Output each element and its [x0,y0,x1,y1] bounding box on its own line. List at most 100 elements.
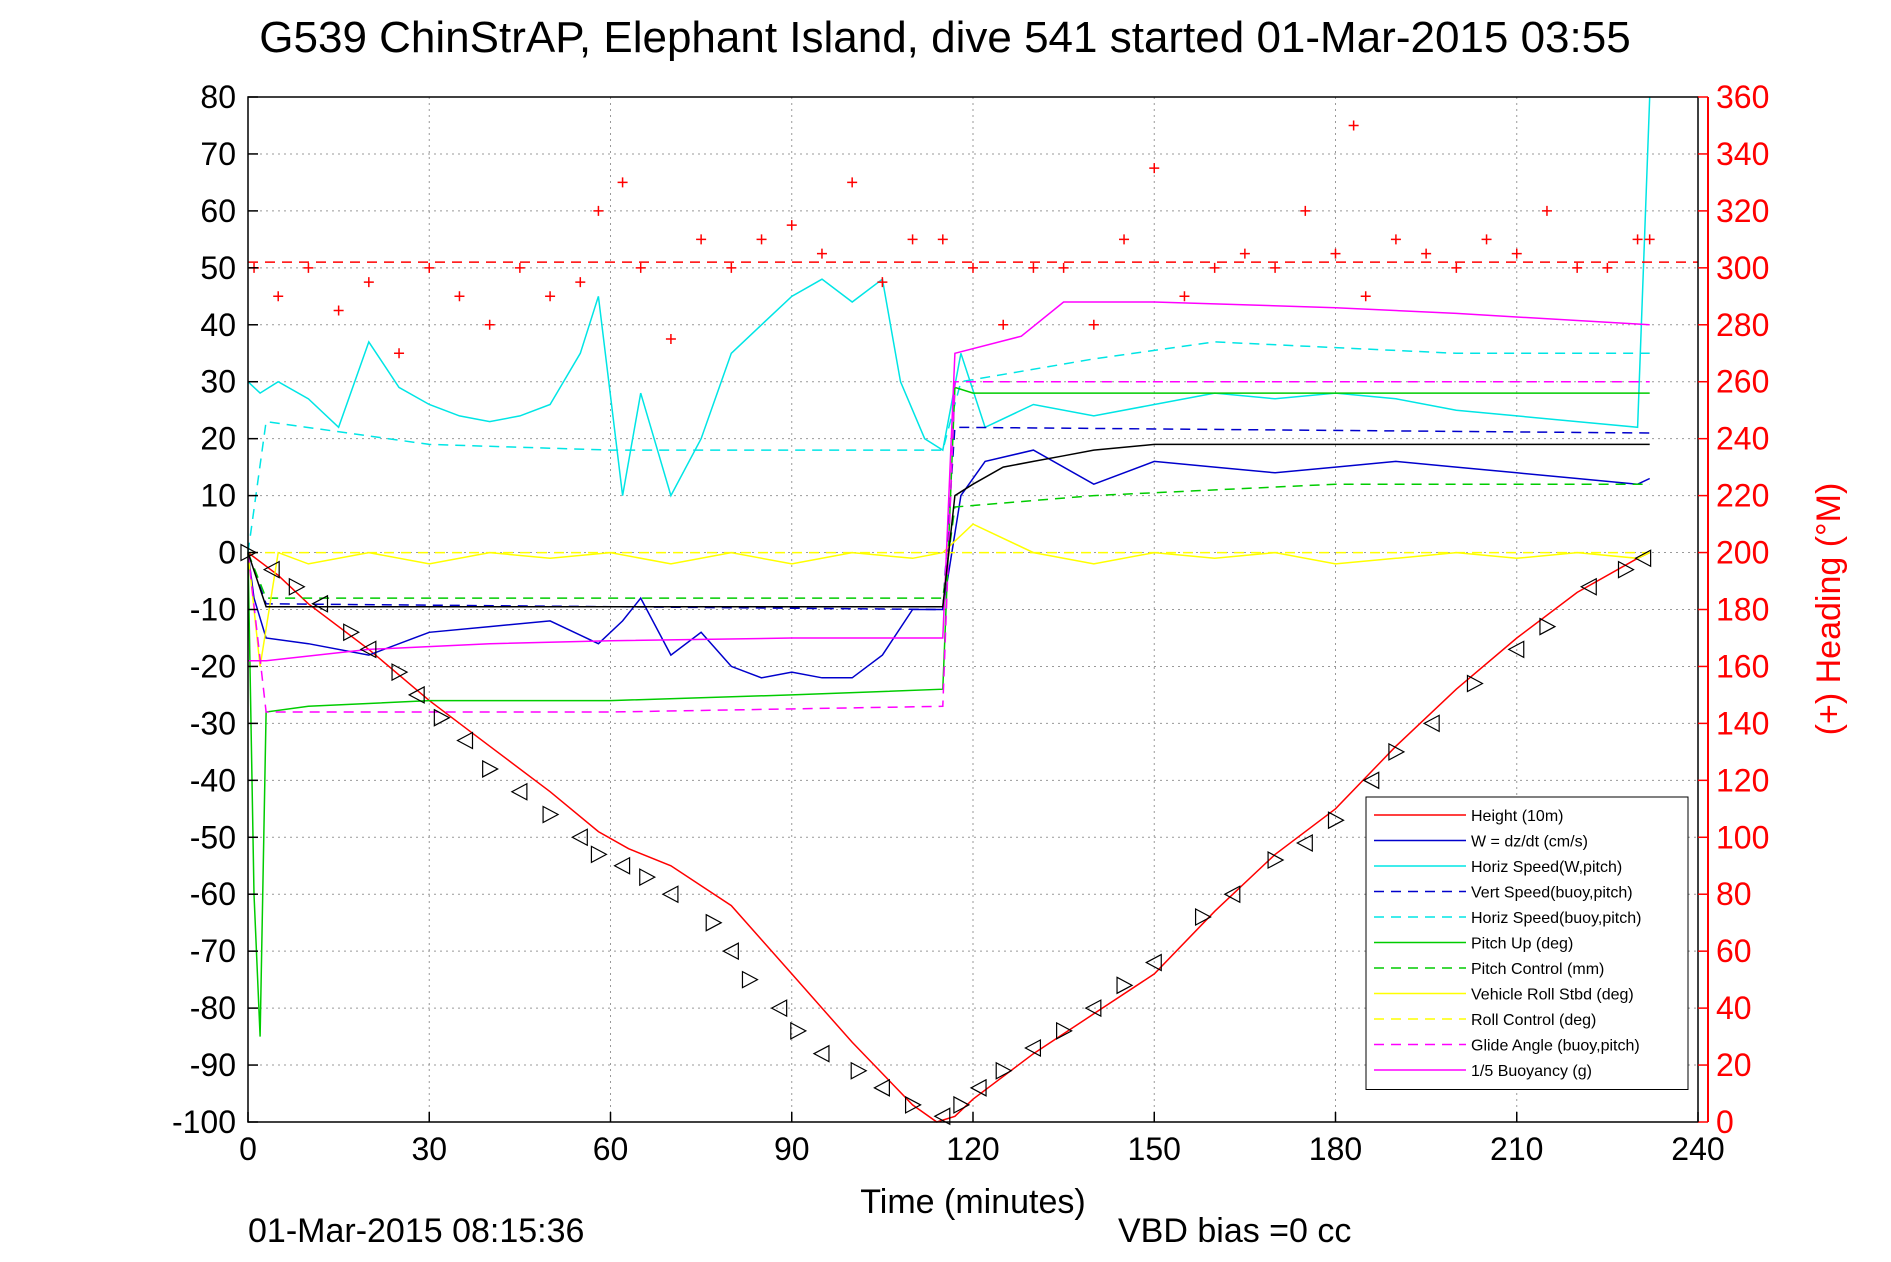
series-vbd-10-cc [247,443,1650,608]
right-tick-label: 40 [1716,990,1752,1026]
heading-point [877,277,888,288]
y-tick-label: -30 [190,705,236,741]
depth-marker [770,999,788,1018]
heading-point [937,234,948,245]
depth-marker [1466,674,1484,693]
heading-point [454,291,465,302]
legend-label: Roll Control (deg) [1471,1012,1596,1029]
y-tick-label: -60 [190,876,236,912]
y-tick-label: -80 [190,990,236,1026]
series-line [247,96,1651,498]
footer-vbd-bias: VBD bias =0 cc [1118,1212,1351,1250]
heading-point [424,262,435,273]
x-tick-label: 60 [593,1131,629,1167]
axis-right: 3603403203002802602402202001801601401201… [1698,79,1769,1140]
depth-marker [311,594,329,613]
depth-marker [1267,851,1285,870]
legend-label: Vehicle Roll Stbd (deg) [1471,987,1634,1004]
y-tick-label: 60 [200,193,236,229]
depth-marker [1507,640,1525,659]
depth-marker [1617,560,1635,579]
heading-point [1572,262,1583,273]
depth-marker [262,560,280,579]
x-tick-label: 150 [1128,1131,1181,1167]
depth-marker [850,1061,868,1080]
right-tick-label: 100 [1716,819,1769,855]
heading-point [665,334,676,345]
depth-marker [613,856,631,875]
heading-point [1209,262,1220,273]
depth-marker [571,828,588,847]
x-tick-label: 180 [1309,1131,1362,1167]
heading-point [756,234,767,245]
depth-marker [1296,833,1313,852]
heading-point [968,262,978,273]
heading-point [1541,205,1552,216]
depth-marker [510,782,528,801]
right-tick-label: 140 [1716,705,1769,741]
footer-timestamp: 01-Mar-2015 08:15:36 [248,1212,584,1250]
heading-point [1644,234,1655,245]
depth-marker [1362,771,1380,790]
series-line [247,449,1651,679]
axis-left: 80 70 60 50 40 30 20 10 0 -10 -20 -30 -40 -50 -60 -70 -8… [172,79,258,1140]
depth-marker [456,731,474,750]
y-tick-label: -100 [172,1104,236,1140]
depth-marker [407,685,425,704]
depth-marker [933,1107,951,1126]
depth-marker [1024,1038,1042,1057]
heading-point [363,277,374,288]
y-tick-label: 0 [218,535,236,571]
right-tick-label: 360 [1716,79,1769,115]
x-tick-label: 240 [1671,1131,1724,1167]
legend-label: Glide Angle (buoy,pitch) [1471,1038,1640,1055]
series-heading [249,120,1655,359]
heading-point [333,305,344,316]
right-axis-label: (+) Heading (°M) [1810,483,1848,736]
x-axis-label: Time (minutes) [860,1183,1085,1221]
legend-label: Height (10m) [1471,808,1563,825]
legend-label: 1/5 Buoyancy (g) [1471,1063,1592,1080]
heading-point [1481,234,1492,245]
depth-marker [1327,811,1345,830]
heading-point [1270,262,1281,273]
y-tick-label: 80 [200,79,236,115]
series-1-5-buoyancy-g [248,301,1650,662]
heading-point [1348,120,1359,131]
right-tick-label: 340 [1716,136,1769,172]
depth-marker [1579,577,1597,596]
right-tick-label: 0 [1716,1104,1734,1140]
heading-point [1360,291,1371,302]
depth-marker [995,1061,1013,1080]
y-tick-label: 40 [200,307,236,343]
heading-point [635,262,646,273]
right-tick-label: 300 [1716,250,1769,286]
depth-marker [1084,999,1102,1018]
depth-marker [722,942,739,961]
heading-point [545,291,556,302]
right-tick-label: 320 [1716,193,1769,229]
series-vehicle-roll-stbd-deg [247,523,1651,667]
depth-marker [790,1021,808,1040]
x-tick-label: 30 [411,1131,447,1167]
depth-marker [741,970,759,989]
right-tick-label: 240 [1716,421,1769,457]
chart-title: G539 ChinStrAP, Elephant Island, dive 54… [259,13,1630,62]
depth-marker [343,623,360,642]
heading-point [575,277,586,288]
heading-point [726,262,737,273]
y-tick-label: -40 [190,762,236,798]
y-tick-label: 30 [200,364,236,400]
depth-marker [1539,617,1557,636]
depth-marker [812,1044,830,1063]
depth-marker [1056,1021,1073,1040]
heading-point [907,234,918,245]
heading-point [1511,248,1522,259]
heading-point [1451,262,1462,273]
series-line [247,523,1651,667]
legend-label: Horiz Speed(W,pitch) [1471,859,1622,876]
depth-marker [359,640,377,659]
legend-label: Pitch Up (deg) [1471,936,1573,953]
heading-point [514,262,525,273]
depth-marker [1116,976,1134,995]
